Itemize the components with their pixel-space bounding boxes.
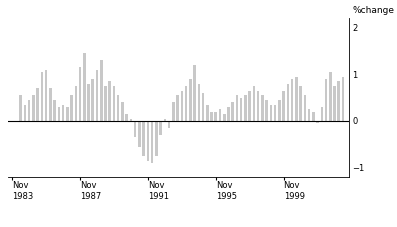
Bar: [316, 121, 319, 123]
Bar: [32, 95, 35, 121]
Bar: [270, 105, 272, 121]
Bar: [193, 65, 196, 121]
Bar: [252, 86, 255, 121]
Bar: [333, 86, 336, 121]
Bar: [146, 121, 149, 161]
Bar: [91, 79, 94, 121]
Bar: [100, 60, 102, 121]
Bar: [342, 76, 344, 121]
Bar: [58, 107, 60, 121]
Bar: [49, 88, 52, 121]
Bar: [24, 105, 26, 121]
Bar: [62, 105, 64, 121]
Bar: [287, 84, 289, 121]
Bar: [278, 100, 281, 121]
Bar: [240, 98, 243, 121]
Bar: [96, 69, 98, 121]
Bar: [257, 91, 260, 121]
Bar: [45, 69, 47, 121]
Bar: [236, 95, 238, 121]
Bar: [189, 79, 192, 121]
Bar: [214, 112, 217, 121]
Bar: [202, 93, 204, 121]
Bar: [113, 86, 115, 121]
Bar: [66, 107, 69, 121]
Bar: [304, 95, 306, 121]
Bar: [227, 107, 230, 121]
Bar: [210, 112, 213, 121]
Bar: [337, 81, 340, 121]
Bar: [19, 95, 22, 121]
Bar: [261, 95, 264, 121]
Bar: [79, 67, 81, 121]
Bar: [28, 100, 31, 121]
Bar: [329, 72, 331, 121]
Bar: [138, 121, 141, 147]
Bar: [155, 121, 158, 156]
Bar: [75, 86, 77, 121]
Bar: [40, 72, 43, 121]
Y-axis label: %change: %change: [353, 6, 395, 15]
Bar: [308, 109, 310, 121]
Bar: [291, 79, 293, 121]
Bar: [249, 91, 251, 121]
Bar: [312, 112, 314, 121]
Bar: [181, 91, 183, 121]
Bar: [295, 76, 298, 121]
Bar: [223, 114, 225, 121]
Bar: [185, 86, 187, 121]
Bar: [320, 107, 323, 121]
Bar: [265, 100, 268, 121]
Bar: [172, 102, 175, 121]
Bar: [83, 53, 86, 121]
Bar: [274, 105, 276, 121]
Bar: [37, 88, 39, 121]
Bar: [70, 95, 73, 121]
Bar: [151, 121, 153, 163]
Bar: [53, 100, 56, 121]
Bar: [244, 95, 247, 121]
Bar: [198, 84, 200, 121]
Bar: [159, 121, 162, 135]
Bar: [219, 109, 221, 121]
Bar: [87, 84, 90, 121]
Bar: [168, 121, 170, 128]
Bar: [282, 91, 285, 121]
Bar: [231, 102, 234, 121]
Bar: [299, 86, 302, 121]
Bar: [134, 121, 137, 137]
Bar: [117, 95, 119, 121]
Bar: [143, 121, 145, 156]
Bar: [104, 86, 107, 121]
Bar: [125, 114, 128, 121]
Bar: [121, 102, 124, 121]
Bar: [108, 81, 111, 121]
Bar: [164, 119, 166, 121]
Bar: [325, 79, 327, 121]
Bar: [130, 119, 132, 121]
Bar: [206, 105, 208, 121]
Bar: [176, 95, 179, 121]
